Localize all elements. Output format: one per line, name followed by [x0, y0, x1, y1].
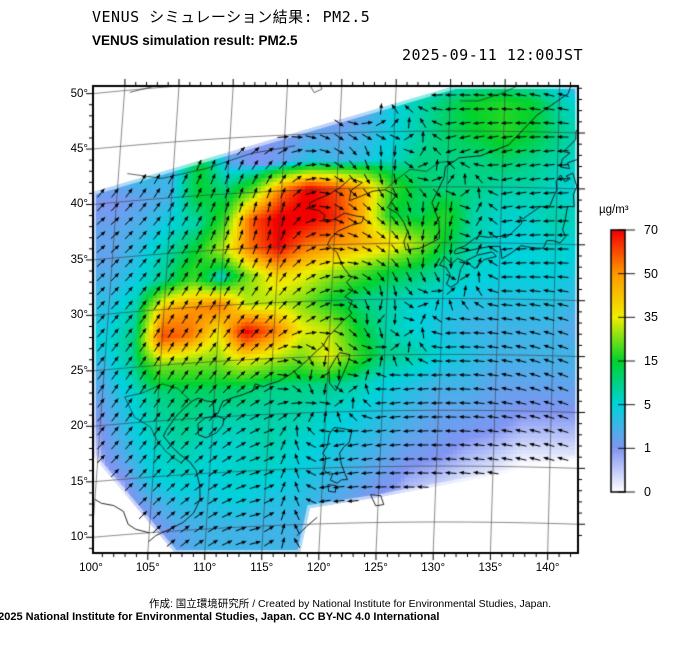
lon-tick-label: 130° [421, 562, 446, 574]
lon-tick-label: 120° [306, 562, 331, 574]
lat-tick-label: 40° [70, 198, 88, 211]
lon-tick-label: 110° [193, 562, 217, 574]
lat-tick-label: 45° [70, 143, 88, 156]
colorbar-tick-label: 5 [644, 397, 651, 412]
lat-tick-label: 50° [70, 87, 88, 100]
copyright-line: ©2025 National Institute for Environment… [0, 611, 440, 623]
lon-tick-label: 100° [79, 562, 103, 574]
lon-tick-label: 105° [135, 562, 160, 574]
lat-tick-label: 25° [70, 364, 88, 377]
colorbar-tick-label: 1 [644, 441, 651, 456]
lat-tick-label: 10° [70, 531, 88, 544]
lat-tick-label: 15° [70, 475, 88, 488]
colorbar-tick-label: 70 [644, 223, 658, 237]
lon-tick-label: 125° [364, 562, 388, 574]
lon-tick-label: 115° [250, 562, 274, 574]
lon-tick-label: 140° [535, 562, 560, 574]
lat-tick-label: 35° [70, 253, 88, 266]
colorbar-tick-label: 0 [644, 485, 651, 499]
lat-tick-label: 20° [70, 420, 88, 433]
lat-tick-label: 30° [70, 309, 88, 322]
colorbar-tick-label: 35 [644, 310, 658, 325]
credit-line: 作成: 国立環境研究所 / Created by National Instit… [148, 598, 552, 610]
colorbar-tick-label: 15 [644, 354, 658, 368]
colorbar-tick-label: 50 [644, 266, 658, 281]
colorbar-unit-label: µg/m³ [599, 204, 629, 216]
lon-tick-label: 135° [478, 562, 503, 574]
